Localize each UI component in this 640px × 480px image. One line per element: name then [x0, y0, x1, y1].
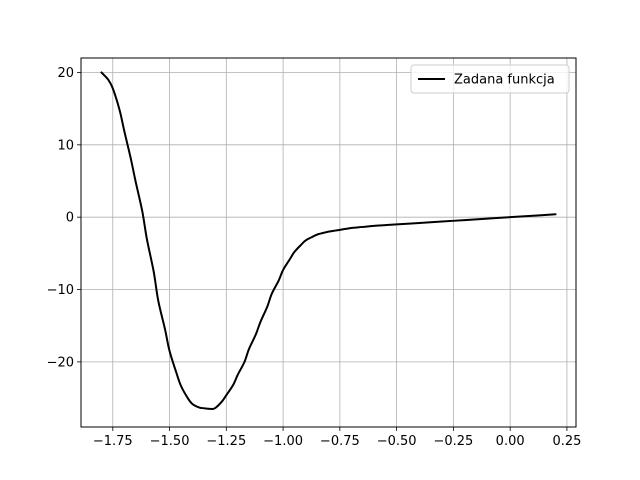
- y-tick-label: 20: [57, 66, 74, 81]
- x-tick-label: 0.00: [496, 434, 525, 449]
- plot-frame: [80, 57, 577, 428]
- x-axis-ticks: −1.75 −1.50 −1.25 −1.00 −0.75 −0.50 −0.25 0.00 0…: [93, 427, 581, 449]
- y-tick-label: 10: [57, 138, 74, 153]
- x-tick-label: 0.25: [552, 434, 581, 449]
- x-tick-label: −0.50: [377, 434, 417, 449]
- y-tick-label: −10: [47, 283, 74, 298]
- x-tick-label: −0.75: [320, 434, 360, 449]
- y-axis-ticks: 20 10 0 −10 −20: [47, 66, 81, 370]
- series-layer: [100, 71, 557, 410]
- y-tick-label: 0: [66, 211, 74, 226]
- x-tick-label: −1.50: [150, 434, 190, 449]
- x-tick-label: −1.75: [93, 434, 133, 449]
- y-tick-label: −20: [47, 355, 74, 370]
- x-tick-label: −1.25: [206, 434, 246, 449]
- legend: Zadana funkcja: [410, 64, 570, 94]
- legend-label: Zadana funkcja: [454, 73, 555, 88]
- series-line: [100, 71, 557, 410]
- x-tick-label: −0.25: [433, 434, 473, 449]
- x-tick-label: −1.00: [263, 434, 303, 449]
- legend-box: [410, 64, 570, 94]
